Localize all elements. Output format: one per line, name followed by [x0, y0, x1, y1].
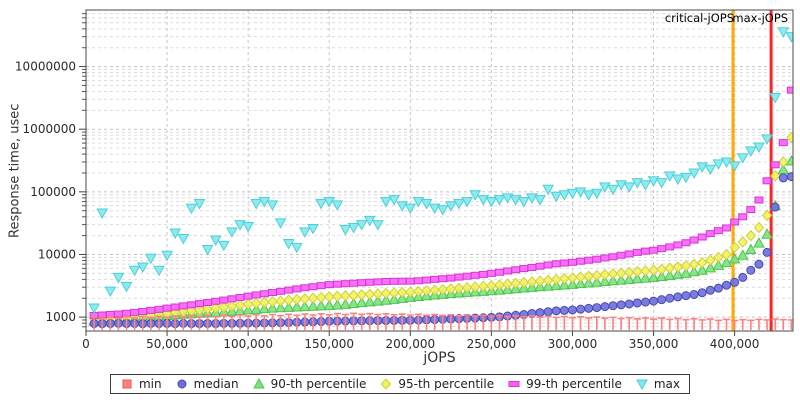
legend-item-99-th-percentile: 99-th percentile: [507, 377, 622, 391]
gridlines: [86, 10, 793, 331]
legend-label: 99-th percentile: [526, 377, 622, 391]
axes: 0 50,000 100,000 150,000 200,000 250,000 300,0…: [15, 13, 760, 351]
legend: min median 90-th percentile 95-th percentil…: [109, 374, 691, 394]
legend-label: min: [138, 377, 162, 391]
x-tick-label: 400,000: [710, 337, 760, 351]
legend-label: 95-th percentile: [398, 377, 495, 391]
legend-marker-median-icon: [177, 379, 187, 389]
legend-item-min: min: [120, 377, 162, 391]
legend-item-90-th-percentile: 90-th percentile: [252, 377, 367, 391]
x-axis-title: jOPS: [423, 350, 456, 366]
legend-label: 90-th percentile: [270, 377, 367, 391]
x-tick-label: 200,000: [385, 337, 435, 351]
y-tick-label: 1000000: [23, 122, 76, 136]
series-min: [90, 312, 793, 330]
x-tick-label: 350,000: [629, 337, 679, 351]
series-99-th-percentile: [89, 86, 793, 320]
legend-marker-min-icon: [122, 379, 132, 389]
x-tick-label: 50,000: [146, 337, 188, 351]
y-tick-label: 10000000: [15, 60, 76, 74]
y-tick-label: 100000: [30, 185, 76, 199]
legend-label: max: [653, 377, 681, 391]
y-axis-title: Response time, usec: [7, 103, 23, 238]
legend-marker-95-th-percentile-icon: [381, 378, 392, 390]
max-jops-label: max-jOPS: [732, 11, 788, 25]
legend-marker-max-icon: [636, 379, 648, 390]
legend-label: median: [193, 377, 239, 391]
x-tick-label: 250,000: [467, 337, 517, 351]
y-tick-label: 10000: [38, 247, 76, 261]
y-tick-label: 1000: [45, 310, 76, 324]
legend-item-95-th-percentile: 95-th percentile: [379, 377, 494, 391]
x-tick-label: 150,000: [304, 337, 354, 351]
annotation-lines: [731, 10, 773, 331]
x-tick-label: 100,000: [223, 337, 273, 351]
x-tick-label: 0: [82, 337, 90, 351]
legend-item-max: max: [635, 377, 680, 391]
legend-item-median: median: [175, 377, 239, 391]
series-max: [88, 27, 793, 314]
legend-marker-99-th-percentile-icon: [508, 381, 520, 387]
critical-jops-label: critical-jOPS: [665, 11, 734, 25]
data-points: [88, 27, 793, 330]
x-tick-label: 300,000: [548, 337, 598, 351]
legend-marker-90-th-percentile-icon: [252, 378, 265, 389]
